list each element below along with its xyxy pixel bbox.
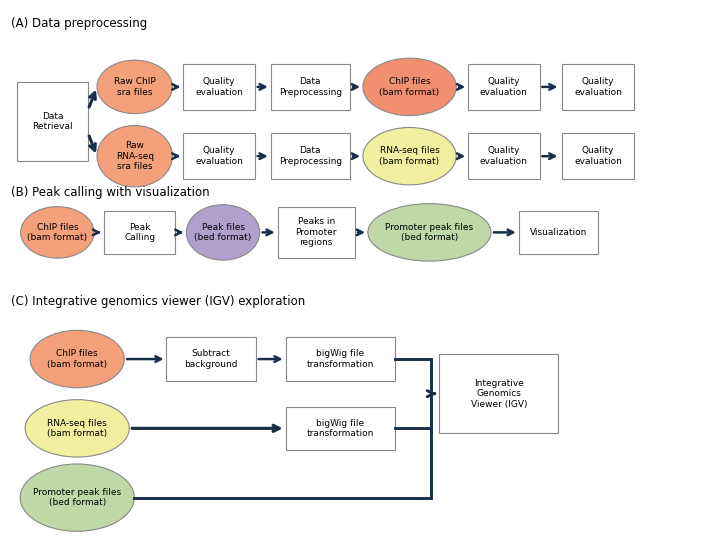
FancyBboxPatch shape [562,64,634,109]
Ellipse shape [97,60,173,114]
Text: bigWig file
transformation: bigWig file transformation [307,419,374,438]
Ellipse shape [363,58,456,115]
Ellipse shape [368,204,491,261]
Text: RNA-seq files
(bam format): RNA-seq files (bam format) [379,147,440,166]
FancyBboxPatch shape [17,82,88,161]
Text: bigWig file
transformation: bigWig file transformation [307,349,374,369]
FancyBboxPatch shape [468,64,539,109]
Text: (A) Data preprocessing: (A) Data preprocessing [11,17,147,30]
Ellipse shape [97,126,173,187]
Text: ChIP files
(bam format): ChIP files (bam format) [28,223,87,242]
FancyBboxPatch shape [285,406,394,450]
FancyBboxPatch shape [285,337,394,381]
Text: Data
Preprocessing: Data Preprocessing [279,147,342,166]
Text: RNA-seq files
(bam format): RNA-seq files (bam format) [47,419,107,438]
Ellipse shape [363,128,456,185]
FancyBboxPatch shape [166,337,256,381]
Text: Promoter peak files
(bed format): Promoter peak files (bed format) [385,223,474,242]
Text: Peaks in
Promoter
regions: Peaks in Promoter regions [295,218,337,247]
Text: Quality
evaluation: Quality evaluation [195,147,243,166]
Ellipse shape [21,206,94,258]
FancyBboxPatch shape [519,211,598,254]
Text: Peak
Calling: Peak Calling [124,223,155,242]
Text: Quality
evaluation: Quality evaluation [574,147,622,166]
FancyBboxPatch shape [183,134,255,179]
Text: Quality
evaluation: Quality evaluation [480,147,527,166]
Text: Raw
RNA-seq
sra files: Raw RNA-seq sra files [115,141,154,171]
Text: ChIP files
(bam format): ChIP files (bam format) [47,349,107,369]
FancyBboxPatch shape [440,354,559,433]
Ellipse shape [25,399,130,457]
Text: Quality
evaluation: Quality evaluation [574,77,622,96]
FancyBboxPatch shape [183,64,255,109]
Ellipse shape [186,205,260,260]
FancyBboxPatch shape [278,206,355,258]
Text: Subtract
background: Subtract background [184,349,238,369]
FancyBboxPatch shape [270,134,350,179]
Text: Promoter peak files
(bed format): Promoter peak files (bed format) [33,488,121,507]
Text: (C) Integrative genomics viewer (IGV) exploration: (C) Integrative genomics viewer (IGV) ex… [11,295,305,308]
Text: Data
Preprocessing: Data Preprocessing [279,77,342,96]
Text: Data
Retrieval: Data Retrieval [32,112,73,131]
Text: Quality
evaluation: Quality evaluation [195,77,243,96]
Text: Quality
evaluation: Quality evaluation [480,77,527,96]
Ellipse shape [20,464,135,531]
FancyBboxPatch shape [562,134,634,179]
FancyBboxPatch shape [270,64,350,109]
FancyBboxPatch shape [104,211,176,254]
Text: Integrative
Genomics
Viewer (IGV): Integrative Genomics Viewer (IGV) [471,379,527,409]
Text: Raw ChIP
sra files: Raw ChIP sra files [114,77,156,96]
Text: Peak files
(bed format): Peak files (bed format) [195,223,251,242]
Text: Visualization: Visualization [530,228,587,237]
FancyBboxPatch shape [468,134,539,179]
Text: ChIP files
(bam format): ChIP files (bam format) [379,77,440,96]
Ellipse shape [30,330,125,388]
Text: (B) Peak calling with visualization: (B) Peak calling with visualization [11,186,210,199]
